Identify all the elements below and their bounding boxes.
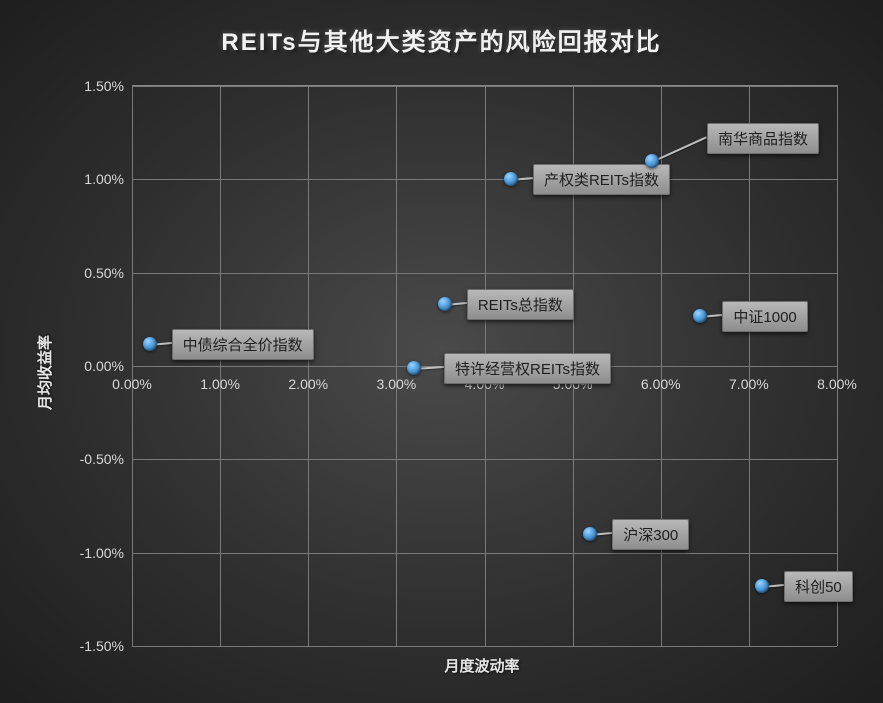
plot-area: 0.00%1.00%2.00%3.00%4.00%5.00%6.00%7.00%… (132, 85, 838, 646)
data-label: 科创50 (784, 571, 853, 602)
data-label: 特许经营权REITs指数 (444, 353, 611, 384)
x-tick-label: 3.00% (377, 376, 417, 392)
data-point (755, 579, 769, 593)
chart-canvas: REITs与其他大类资产的风险回报对比 0.00% 1.00% 2.00% 3.00%… (0, 0, 883, 703)
circle-marker-icon (693, 309, 707, 323)
circle-marker-icon (504, 172, 518, 186)
grid-line-horizontal (132, 86, 837, 87)
x-tick-label: 0.00% (112, 376, 152, 392)
circle-marker-icon (407, 361, 421, 375)
data-point (438, 297, 452, 311)
data-point (583, 527, 597, 541)
grid-line-horizontal (132, 273, 837, 274)
data-label: 产权类REITs指数 (533, 164, 670, 195)
x-tick-label: 6.00% (641, 376, 681, 392)
data-label: 沪深300 (612, 519, 689, 550)
circle-marker-icon (438, 297, 452, 311)
y-axis-label: 月均收益率 (34, 335, 55, 410)
y-tick-label: -1.00% (80, 545, 124, 561)
y-tick-label: 1.00% (84, 171, 124, 187)
grid-line-horizontal (132, 459, 837, 460)
data-label: 南华商品指数 (707, 123, 819, 154)
x-tick-label: 1.00% (200, 376, 240, 392)
circle-marker-icon (583, 527, 597, 541)
y-tick-label: 1.50% (84, 78, 124, 94)
y-tick-label: 0.50% (84, 265, 124, 281)
data-point (504, 172, 518, 186)
data-label: REITs总指数 (467, 289, 574, 320)
data-point (693, 309, 707, 323)
data-label: 中债综合全价指数 (172, 329, 314, 360)
data-label: 中证1000 (722, 301, 807, 332)
x-tick-label: 2.00% (288, 376, 328, 392)
x-axis-label: 月度波动率 (445, 655, 520, 676)
circle-marker-icon (645, 154, 659, 168)
y-tick-label: 0.00% (84, 358, 124, 374)
y-tick-label: -0.50% (80, 451, 124, 467)
y-tick-label: -1.50% (80, 638, 124, 654)
data-point (143, 337, 157, 351)
grid-line-horizontal (132, 553, 837, 554)
data-point (645, 154, 659, 168)
grid-line-horizontal (132, 646, 837, 647)
x-tick-label: 7.00% (729, 376, 769, 392)
grid-line-vertical (837, 86, 838, 646)
x-tick-label: 8.00% (817, 376, 857, 392)
circle-marker-icon (755, 579, 769, 593)
data-point (407, 361, 421, 375)
grid-line-horizontal (132, 179, 837, 180)
circle-marker-icon (143, 337, 157, 351)
chart-title: REITs与其他大类资产的风险回报对比 (0, 22, 883, 57)
